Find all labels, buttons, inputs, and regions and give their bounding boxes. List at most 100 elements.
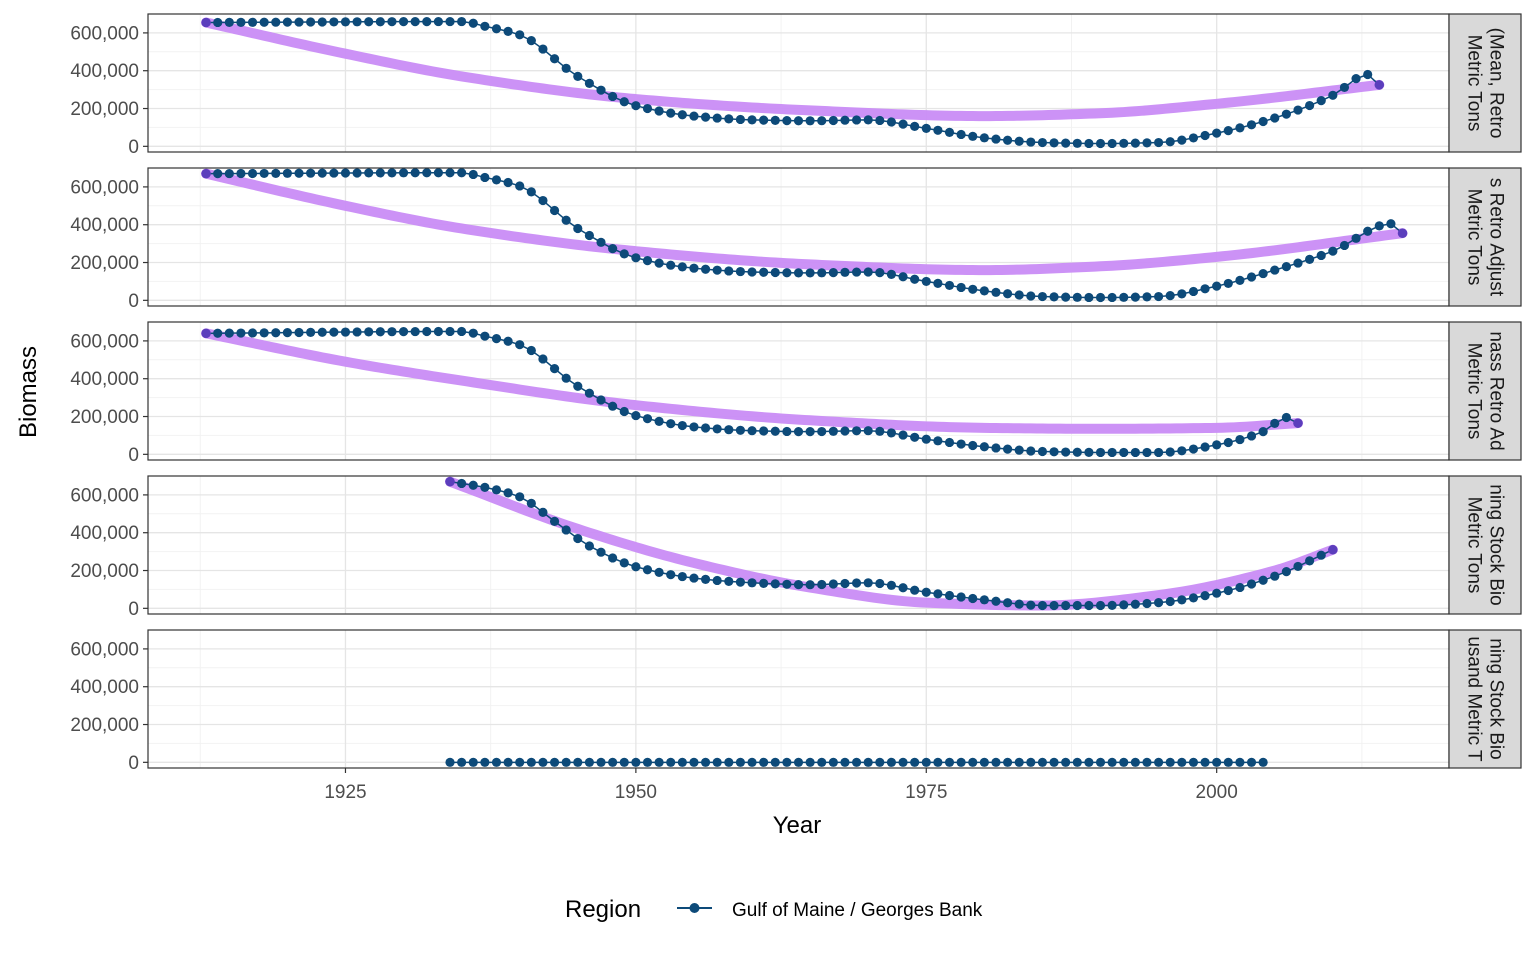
data-point (724, 425, 734, 435)
data-point (1258, 575, 1268, 585)
data-point (817, 579, 827, 590)
data-point (805, 116, 815, 126)
data-point (910, 585, 920, 595)
data-point (503, 336, 513, 346)
data-point (642, 103, 653, 114)
data-point (817, 268, 827, 278)
data-point (1188, 444, 1199, 454)
data-point (851, 267, 862, 277)
panel-5: 0 200,000 400,000 600,000 ning Stock Biousan… (70, 629, 1522, 774)
data-point (770, 426, 780, 436)
data-point (1165, 137, 1175, 147)
data-point (991, 443, 1001, 453)
y-tick-label: 400,000 (70, 61, 139, 82)
data-point (340, 327, 351, 337)
data-point (793, 426, 804, 437)
data-point (317, 168, 327, 178)
y-tick-label: 600,000 (70, 23, 139, 44)
data-point (793, 579, 804, 590)
data-point (1072, 600, 1082, 611)
data-point (213, 17, 223, 28)
data-point (1049, 600, 1059, 611)
y-tick-label: 0 (128, 291, 139, 312)
facet-strip-background (1448, 167, 1522, 307)
data-point (840, 115, 850, 125)
data-point (1200, 442, 1210, 452)
data-point (1223, 585, 1233, 596)
data-point (828, 579, 838, 589)
data-point (457, 757, 467, 767)
data-point (747, 115, 757, 125)
data-point (1188, 133, 1199, 143)
data-point (863, 757, 873, 767)
data-point (1130, 757, 1140, 767)
y-tick-label: 0 (128, 445, 139, 466)
data-point (213, 169, 223, 179)
data-point (1107, 292, 1117, 303)
data-point (1177, 446, 1187, 456)
data-point (956, 282, 966, 293)
data-point (1154, 447, 1164, 458)
data-point (968, 131, 978, 141)
data-point (875, 268, 885, 278)
data-point (851, 426, 862, 436)
data-point (677, 262, 687, 272)
data-point (968, 593, 978, 604)
data-point (1200, 591, 1210, 601)
panel-3: 0 200,000 400,000 600,000 nass Retro AdMetri… (70, 321, 1522, 466)
data-point (573, 381, 583, 391)
data-point (282, 17, 292, 27)
data-point (561, 63, 571, 73)
data-point (306, 17, 316, 27)
data-point (480, 172, 490, 183)
data-point (608, 91, 618, 102)
data-point (666, 108, 676, 118)
data-point (422, 168, 432, 178)
data-point (1246, 431, 1257, 441)
data-point (921, 757, 931, 767)
y-tick-label: 0 (128, 599, 139, 620)
data-point (747, 426, 757, 436)
data-point (979, 286, 989, 296)
data-point (654, 567, 664, 578)
smooth-end-point (201, 17, 211, 28)
data-point (770, 267, 780, 278)
data-point (1235, 123, 1245, 133)
data-point (259, 168, 269, 179)
data-point (387, 168, 397, 178)
panels-layer: 0 200,000 400,000 600,000 (Mean, RetroMetric… (70, 13, 1522, 774)
panel-background (148, 168, 1449, 306)
data-point (1351, 233, 1361, 243)
smooth-end-point (201, 168, 211, 179)
data-point (724, 266, 734, 276)
data-point (1258, 427, 1268, 437)
data-point (573, 71, 583, 81)
data-point (666, 260, 676, 270)
data-point (910, 274, 920, 284)
data-point (1002, 135, 1013, 145)
data-point (712, 424, 722, 434)
data-point (1142, 447, 1152, 458)
data-point (689, 757, 699, 767)
data-point (759, 115, 769, 125)
data-point (515, 30, 525, 40)
data-point (445, 16, 455, 27)
y-tick-label: 200,000 (70, 99, 139, 120)
y-tick-label: 200,000 (70, 715, 139, 736)
data-point (387, 327, 397, 337)
data-point (1177, 595, 1187, 605)
data-point (851, 115, 862, 125)
data-point (642, 757, 653, 767)
data-point (1281, 262, 1291, 272)
y-axis-title: Biomass (15, 346, 42, 438)
data-point (573, 223, 583, 234)
data-point (1293, 561, 1303, 572)
data-point (1130, 138, 1140, 148)
data-point (596, 237, 606, 247)
x-axis: 1925 1950 1975 2000 (324, 768, 1238, 803)
